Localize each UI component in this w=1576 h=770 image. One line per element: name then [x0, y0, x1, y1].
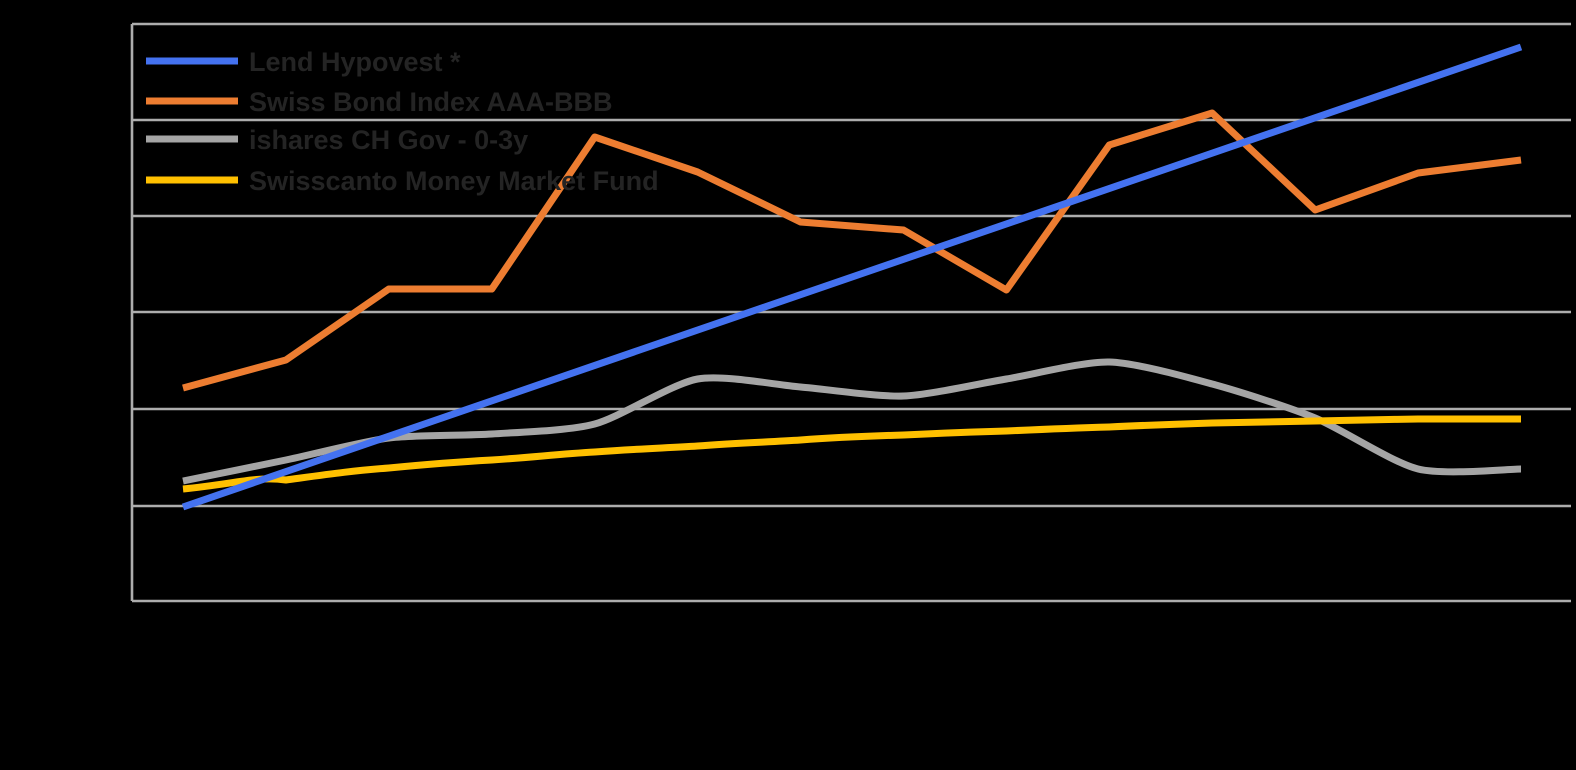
- svg-text:ishares CH Gov - 0-3y: ishares CH Gov - 0-3y: [249, 125, 528, 155]
- svg-text:Lend Hypovest *: Lend Hypovest *: [249, 47, 461, 77]
- svg-text:Swiss Bond Index AAA-BBB: Swiss Bond Index AAA-BBB: [249, 87, 613, 117]
- svg-text:Swisscanto Money Market Fund: Swisscanto Money Market Fund: [249, 166, 659, 196]
